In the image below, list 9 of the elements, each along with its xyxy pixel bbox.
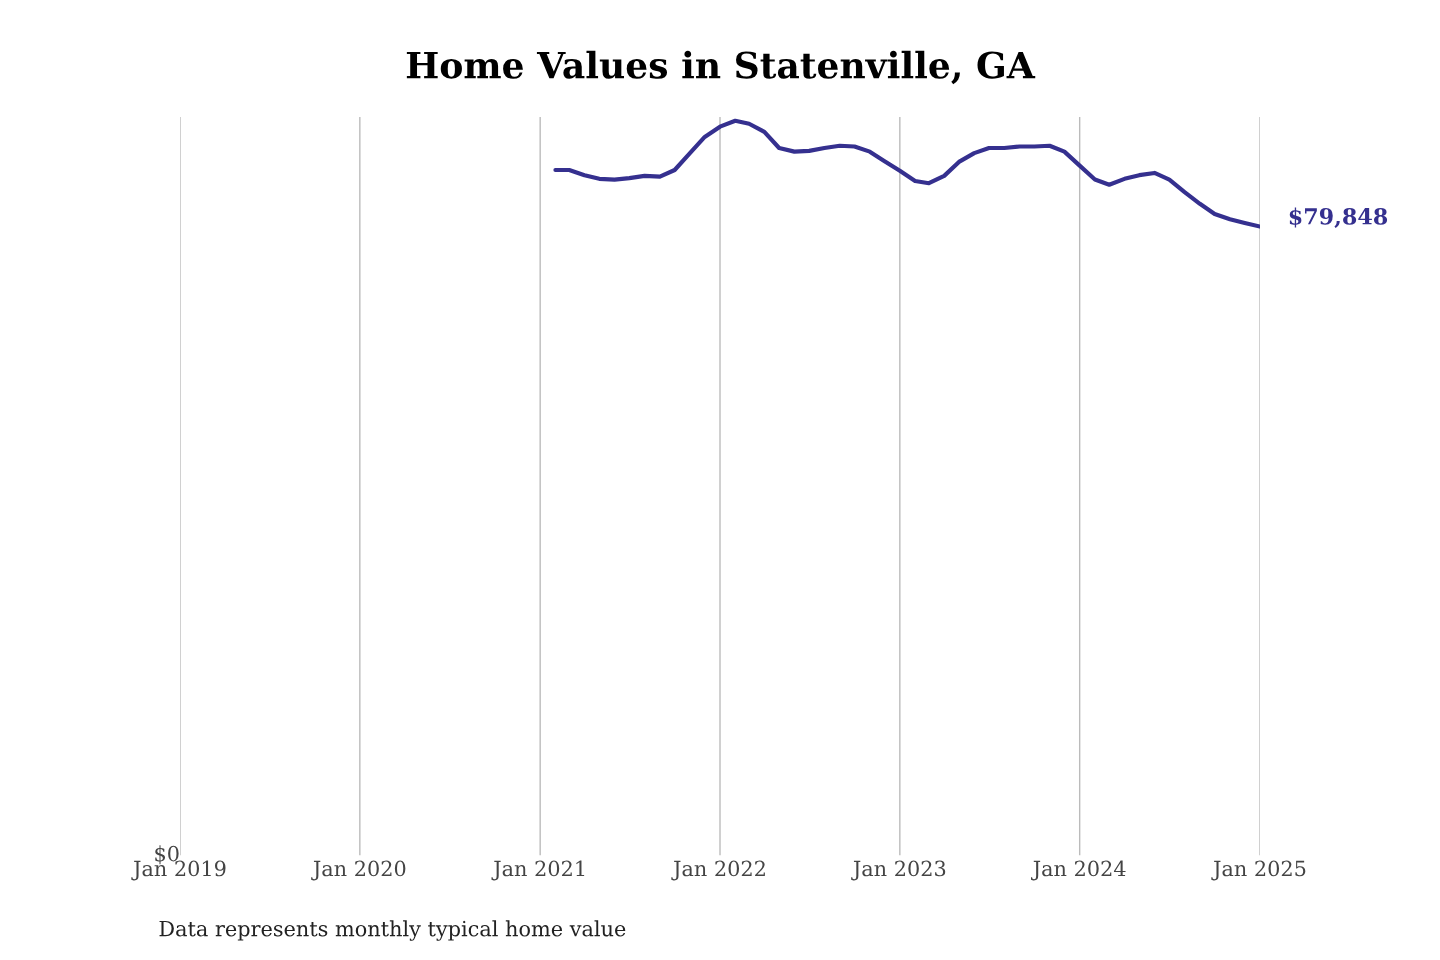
x-tick-label: Jan 2025	[1211, 860, 1306, 881]
x-tick-label: Jan 2023	[851, 860, 946, 881]
x-tick-label: Jan 2022	[671, 860, 765, 881]
chart-title: Home Values in Statenville, GA	[406, 50, 1036, 85]
x-tick-label: Jan 2024	[1031, 860, 1126, 881]
x-tick-label: Jan 2021	[491, 860, 585, 881]
x-tick-label: Jan 2020	[311, 860, 406, 881]
text: Data represents monthly typical home value	[159, 920, 626, 941]
annotation: $79,848	[1289, 207, 1388, 229]
